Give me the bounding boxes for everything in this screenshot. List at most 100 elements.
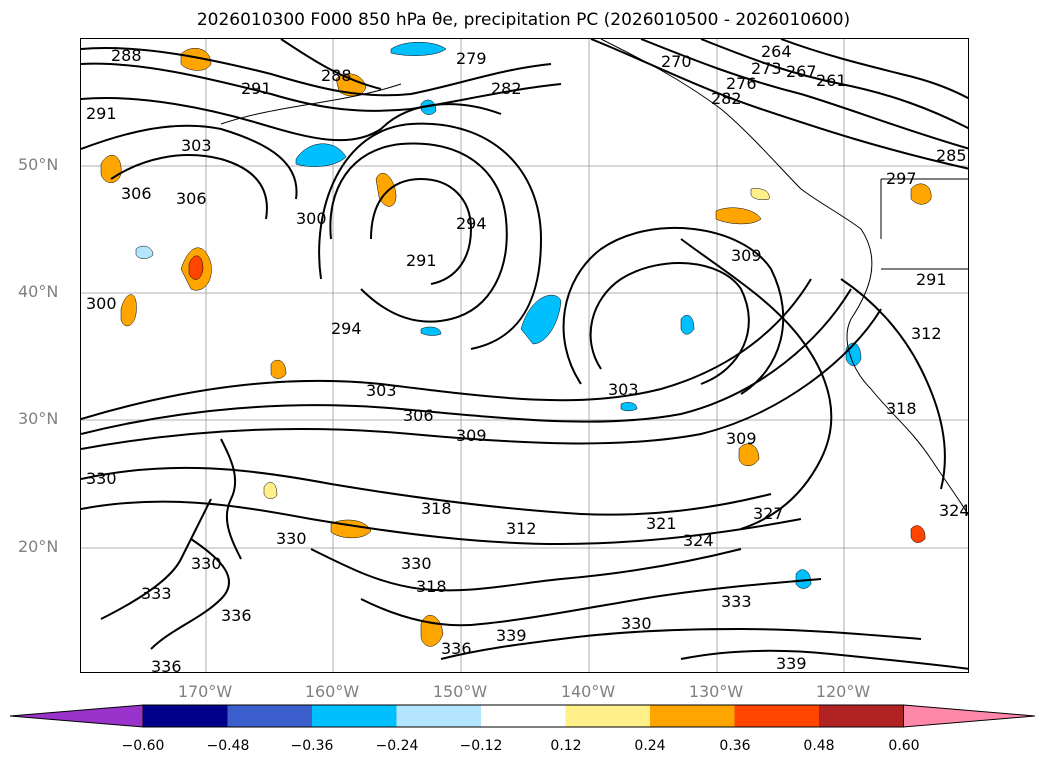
precip-neg-blob [295, 143, 347, 167]
contour-label: 267 [786, 62, 817, 81]
theta-e-contours [81, 39, 968, 670]
lon-label: 130°W [688, 682, 744, 701]
contour-label: 276 [726, 74, 757, 93]
precip-pos-blob [120, 294, 137, 327]
precip-neg-blob [795, 569, 812, 589]
colorbar-tick-label: −0.12 [459, 738, 503, 754]
precip-pos-blob [180, 48, 212, 71]
precip-neg-blob [420, 99, 437, 115]
contour-label: 270 [661, 52, 692, 71]
lon-label: 150°W [432, 682, 488, 701]
contour-label: 321 [646, 514, 677, 533]
colorbar-tick-label: 0.60 [888, 738, 920, 754]
colorbar-cell [227, 705, 313, 727]
colorbar-cell [650, 705, 735, 727]
precip-pos-blob [738, 443, 760, 466]
contour-label: 291 [916, 270, 947, 289]
contour-label: 318 [886, 399, 917, 418]
contour-label: 324 [939, 501, 969, 520]
precip-neg-blob [520, 294, 562, 345]
colorbar-tick-label: 0.36 [719, 738, 751, 754]
map-canvas: 288 279 282 270 264 267 273 276 261 282 … [81, 39, 969, 673]
contour-label: 285 [936, 146, 967, 165]
colorbar-tick-label: −0.24 [375, 738, 419, 754]
contour-label: 282 [491, 79, 522, 98]
colorbar-cell [903, 704, 1036, 728]
precip-pos-blob [910, 525, 926, 543]
precip-shading [100, 42, 932, 647]
contour-label: 336 [221, 606, 252, 625]
colorbar-tick-label: −0.36 [290, 738, 334, 754]
contour-label: 294 [456, 214, 487, 233]
precip-pos-blob [420, 615, 444, 647]
contour-label: 330 [191, 554, 222, 573]
lat-label: 50°N [18, 155, 59, 174]
coastlines [220, 39, 968, 516]
colorbar-cell [10, 704, 144, 728]
contour-label: 330 [86, 469, 117, 488]
contour-label: 336 [151, 657, 182, 673]
colorbar-cell [396, 705, 482, 727]
colorbar-cell [819, 705, 904, 727]
colorbar [10, 704, 1036, 728]
contour-label: 288 [321, 66, 352, 85]
colorbar-outline [142, 704, 904, 728]
contour-label: 264 [761, 42, 792, 61]
contour-label: 339 [776, 654, 807, 673]
colorbar-tick-label: 0.24 [634, 738, 666, 754]
contour-label: 306 [121, 184, 152, 203]
precip-neg-blob [620, 402, 638, 412]
contour-label: 312 [911, 324, 942, 343]
colorbar-tick-label: −0.60 [121, 738, 165, 754]
colorbar-cell [481, 705, 566, 727]
contour-label: 291 [86, 104, 117, 123]
contour-label: 279 [456, 49, 487, 68]
contour-label: 297 [886, 169, 917, 188]
contour-label: 291 [241, 79, 272, 98]
contour-labels: 288 279 282 270 264 267 273 276 261 282 … [86, 42, 969, 673]
contour-label: 303 [181, 136, 212, 155]
contour-label: 330 [276, 529, 307, 548]
precip-neg-blob [420, 326, 442, 336]
precip-pos-blob [335, 73, 367, 97]
colorbar-cell [565, 705, 651, 727]
contour-label: 288 [111, 46, 142, 65]
lat-label: 20°N [18, 537, 59, 556]
precip-neg-blob [135, 245, 154, 259]
lon-label: 170°W [177, 682, 233, 701]
contour-label: 330 [621, 614, 652, 633]
lon-label: 140°W [560, 682, 616, 701]
lon-label: 160°W [304, 682, 360, 701]
contour-label: 312 [506, 519, 537, 538]
colorbar-cell [312, 705, 397, 727]
contour-label: 318 [416, 577, 447, 596]
contour-label: 306 [176, 189, 207, 208]
lat-label: 40°N [18, 282, 59, 301]
colorbar-tick-label: −0.48 [206, 738, 250, 754]
contour-label: 330 [401, 554, 432, 573]
contour-label: 327 [753, 504, 784, 523]
lon-label: 120°W [815, 682, 871, 701]
contour-label: 300 [86, 294, 117, 313]
colorbar-tick-label: 0.12 [550, 738, 582, 754]
precip-neg-blob [680, 314, 695, 335]
contour-label: 309 [731, 246, 762, 265]
contour-label: 303 [366, 381, 397, 400]
colorbar-tick-label: 0.48 [803, 738, 835, 754]
contour-label: 333 [141, 584, 172, 603]
contour-label: 294 [331, 319, 362, 338]
contour-label: 309 [456, 426, 487, 445]
precip-pos-blob [750, 188, 770, 201]
contour-label: 333 [721, 592, 752, 611]
contour-label: 306 [403, 406, 434, 425]
contour-label: 282 [711, 89, 742, 108]
map-panel[interactable]: 288 279 282 270 264 267 273 276 261 282 … [80, 38, 969, 673]
contour-label: 324 [683, 531, 714, 550]
contour-label: 336 [441, 639, 472, 658]
contour-label: 291 [406, 251, 437, 270]
precip-neg-blob [390, 42, 447, 56]
chart-title: 2026010300 F000 850 hPa θe, precipitatio… [196, 10, 851, 30]
precip-pos-blob [263, 482, 278, 499]
contour-label: 300 [296, 209, 327, 228]
contour-label: 303 [608, 380, 639, 399]
